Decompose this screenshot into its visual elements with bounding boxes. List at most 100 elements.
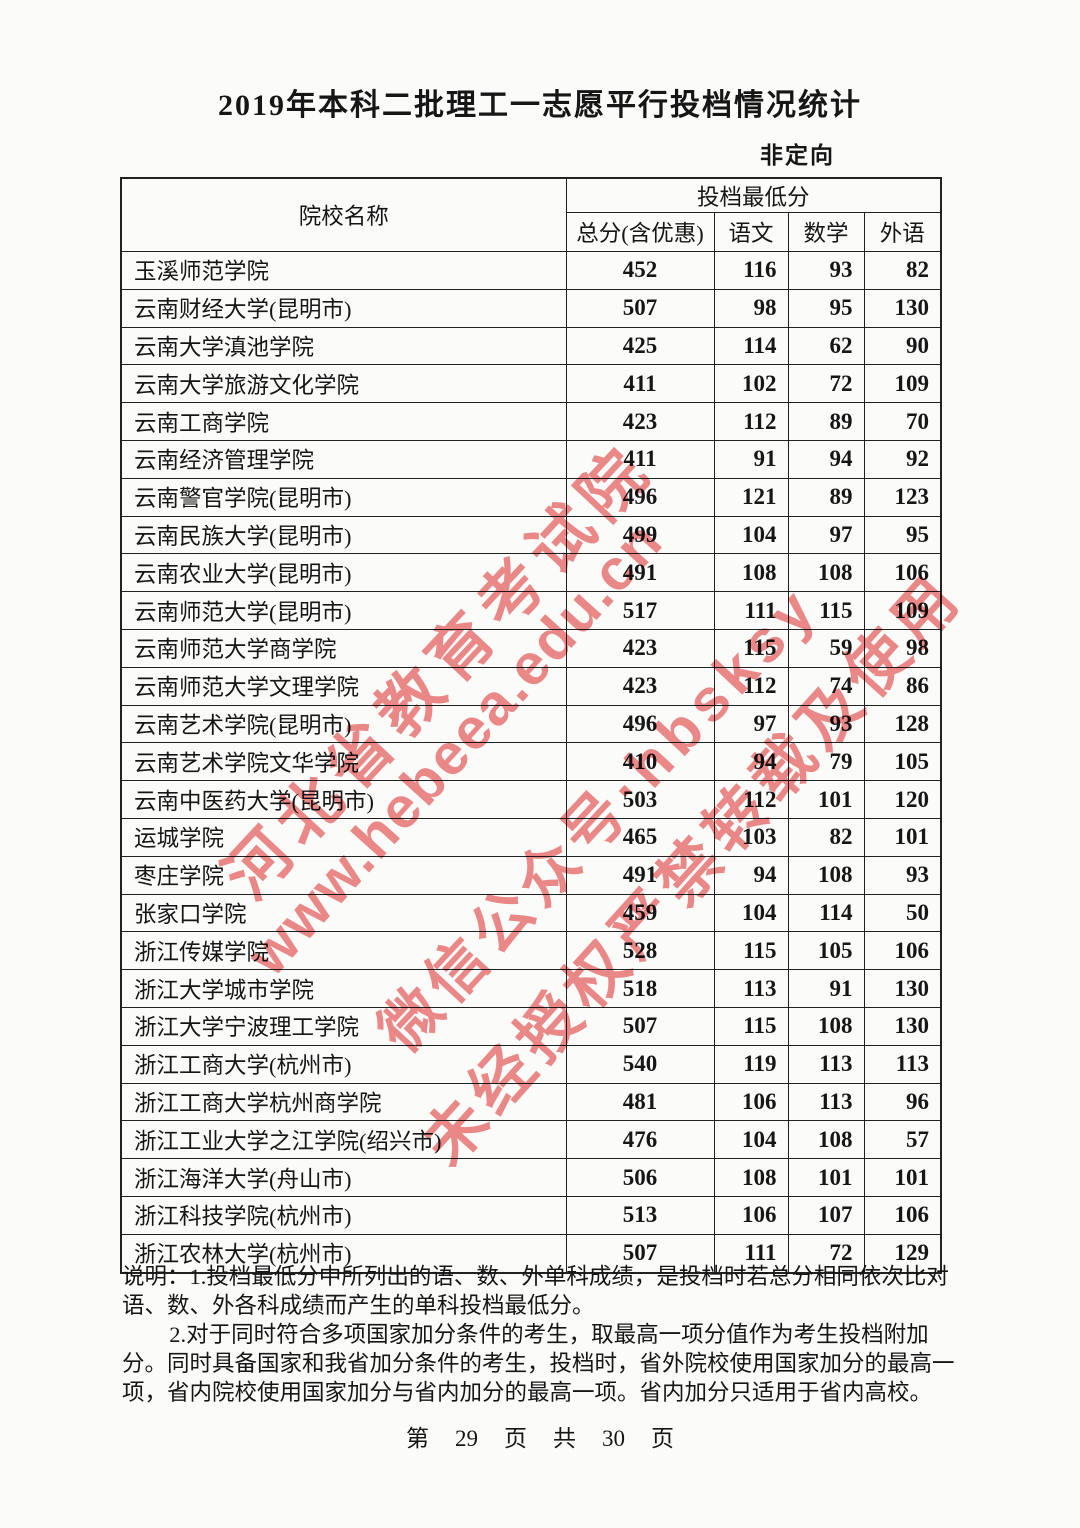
school-name-cell: 玉溪师范学院	[120, 251, 567, 290]
table-header-min-score-group: 投档最低分	[565, 177, 942, 213]
foreign-score-cell: 70	[863, 402, 942, 441]
chinese-score-cell: 97	[713, 704, 789, 744]
math-score-cell: 101	[787, 780, 865, 819]
chinese-score-cell: 113	[713, 969, 789, 1008]
school-name-cell: 浙江科技学院(杭州市)	[120, 1195, 567, 1235]
chinese-score-cell: 91	[713, 439, 789, 479]
foreign-score-cell: 90	[863, 326, 942, 366]
math-score-cell: 72	[787, 1233, 865, 1274]
math-score-cell: 79	[787, 742, 865, 782]
math-score-cell: 74	[787, 666, 865, 706]
foreign-score-cell: 50	[863, 893, 942, 933]
footer-word-gong: 共	[553, 1426, 576, 1451]
total-score-cell: 459	[565, 893, 715, 933]
school-name-cell: 云南艺术学院(昆明市)	[120, 704, 567, 744]
math-score-cell: 105	[787, 931, 865, 971]
school-name-cell: 云南大学滇池学院	[120, 326, 567, 366]
table-row: 浙江农林大学(杭州市) 507 111 72 129	[120, 1233, 942, 1274]
total-score-cell: 423	[565, 628, 715, 668]
chinese-score-cell: 94	[713, 855, 789, 895]
math-score-cell: 107	[787, 1195, 865, 1235]
table-row: 云南财经大学(昆明市) 507 98 95 130	[120, 288, 942, 328]
foreign-score-cell: 86	[863, 666, 942, 706]
math-score-cell: 72	[787, 364, 865, 404]
foreign-score-cell: 128	[863, 704, 942, 744]
foreign-score-cell: 130	[863, 288, 942, 328]
chinese-score-cell: 112	[713, 666, 789, 706]
chinese-score-cell: 116	[713, 251, 789, 290]
foreign-score-cell: 106	[863, 553, 942, 593]
table-row: 云南师范大学商学院 423 115 59 98	[120, 628, 942, 668]
foreign-score-cell: 129	[863, 1233, 942, 1274]
school-name-cell: 枣庄学院	[120, 855, 567, 895]
school-name-cell: 浙江传媒学院	[120, 931, 567, 971]
school-name-cell: 张家口学院	[120, 893, 567, 933]
total-score-cell: 411	[565, 439, 715, 479]
table-row: 浙江科技学院(杭州市) 513 106 107 106	[120, 1195, 942, 1235]
school-name-cell: 浙江海洋大学(舟山市)	[120, 1158, 567, 1197]
chinese-score-cell: 94	[713, 742, 789, 782]
foreign-score-cell: 92	[863, 439, 942, 479]
chinese-score-cell: 115	[713, 1006, 789, 1046]
foreign-score-cell: 130	[863, 969, 942, 1008]
total-score-cell: 496	[565, 704, 715, 744]
table-header-foreign: 外语	[863, 212, 942, 252]
footer-total-pages: 30	[602, 1426, 625, 1451]
math-score-cell: 97	[787, 515, 865, 555]
math-score-cell: 94	[787, 439, 865, 479]
total-score-cell: 425	[565, 326, 715, 366]
page-footer: 第 29 页 共 30 页	[0, 1419, 1080, 1453]
chinese-score-cell: 114	[713, 326, 789, 366]
math-score-cell: 108	[787, 1006, 865, 1046]
total-score-cell: 506	[565, 1158, 715, 1197]
school-name-cell: 云南经济管理学院	[120, 439, 567, 479]
math-score-cell: 59	[787, 628, 865, 668]
math-score-cell: 89	[787, 477, 865, 517]
chinese-score-cell: 106	[713, 1195, 789, 1235]
total-score-cell: 491	[565, 553, 715, 593]
school-name-cell: 运城学院	[120, 817, 567, 857]
school-name-cell: 浙江工业大学之江学院(绍兴市)	[120, 1120, 567, 1160]
notes: 说明：1.投档最低分中所列出的语、数、外单科成绩，是投档时若总分相同依次比对语、…	[122, 1262, 970, 1407]
school-name-cell: 浙江大学城市学院	[120, 969, 567, 1008]
school-name-cell: 云南民族大学(昆明市)	[120, 515, 567, 555]
total-score-cell: 496	[565, 477, 715, 517]
school-name-cell: 云南财经大学(昆明市)	[120, 288, 567, 328]
foreign-score-cell: 57	[863, 1120, 942, 1160]
total-score-cell: 518	[565, 969, 715, 1008]
total-score-cell: 507	[565, 288, 715, 328]
table-row: 云南经济管理学院 411 91 94 92	[120, 439, 942, 479]
table-row: 云南大学旅游文化学院 411 102 72 109	[120, 364, 942, 404]
school-name-cell: 云南中医药大学(昆明市)	[120, 780, 567, 819]
table-header-total: 总分(含优惠)	[565, 212, 715, 252]
foreign-score-cell: 106	[863, 931, 942, 971]
table-header-school: 院校名称	[120, 177, 567, 252]
footer-current-page: 29	[455, 1426, 478, 1451]
math-score-cell: 108	[787, 553, 865, 593]
total-score-cell: 465	[565, 817, 715, 857]
foreign-score-cell: 109	[863, 591, 942, 630]
table-row: 浙江大学宁波理工学院 507 115 108 130	[120, 1006, 942, 1046]
foreign-score-cell: 113	[863, 1044, 942, 1084]
foreign-score-cell: 123	[863, 477, 942, 517]
page-title: 2019年本科二批理工一志愿平行投档情况统计	[218, 89, 862, 122]
math-score-cell: 62	[787, 326, 865, 366]
school-name-cell: 云南工商学院	[120, 402, 567, 441]
foreign-score-cell: 93	[863, 855, 942, 895]
table-header-math: 数学	[787, 212, 865, 252]
chinese-score-cell: 104	[713, 893, 789, 933]
chinese-score-cell: 106	[713, 1082, 789, 1122]
table-row: 云南师范大学(昆明市) 517 111 115 109	[120, 591, 942, 630]
chinese-score-cell: 104	[713, 515, 789, 555]
school-name-cell: 云南警官学院(昆明市)	[120, 477, 567, 517]
table-row: 浙江工业大学之江学院(绍兴市) 476 104 108 57	[120, 1120, 942, 1160]
table-row: 云南大学滇池学院 425 114 62 90	[120, 326, 942, 366]
school-name-cell: 浙江农林大学(杭州市)	[120, 1233, 567, 1274]
table-row: 云南农业大学(昆明市) 491 108 108 106	[120, 553, 942, 593]
math-score-cell: 95	[787, 288, 865, 328]
chinese-score-cell: 108	[713, 553, 789, 593]
math-score-cell: 89	[787, 402, 865, 441]
table-row: 云南师范大学文理学院 423 112 74 86	[120, 666, 942, 706]
foreign-score-cell: 106	[863, 1195, 942, 1235]
